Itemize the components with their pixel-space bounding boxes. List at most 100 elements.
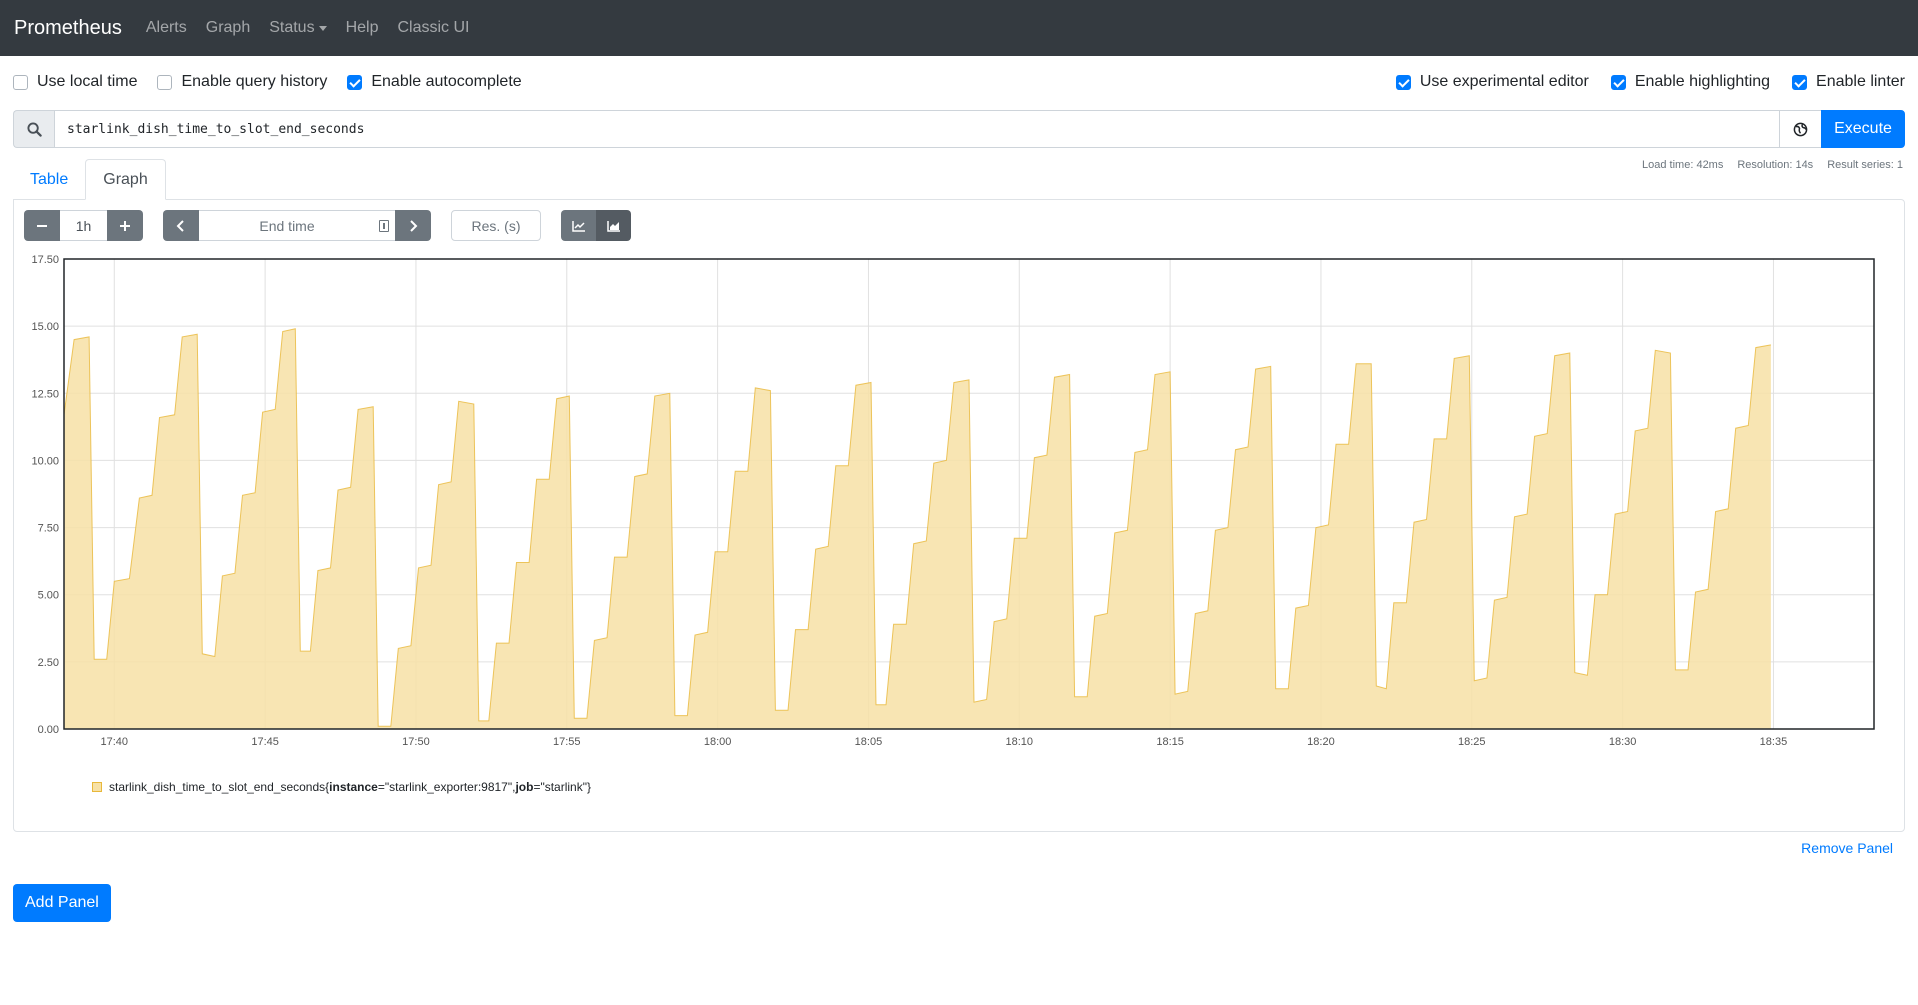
use-experimental-editor-checkbox[interactable] <box>1395 74 1411 90</box>
y-axis-tick-labels: 0.00 2.50 5.00 7.50 10.00 12.50 15.00 17.50 <box>31 254 59 736</box>
resolution-input[interactable] <box>451 210 541 241</box>
legend-label-job-key: job <box>515 780 534 794</box>
enable-query-history-label: Enable query history <box>181 73 328 90</box>
use-experimental-editor-label: Use experimental editor <box>1419 73 1589 90</box>
nav-link-help[interactable]: Help <box>345 19 379 36</box>
legend-label-instance-key: instance <box>329 780 378 794</box>
use-local-time-option[interactable]: Use local time <box>13 73 137 91</box>
nav-link-alerts[interactable]: Alerts <box>145 19 187 36</box>
legend-swatch <box>92 782 102 792</box>
series-area <box>64 328 1771 729</box>
enable-autocomplete-checkbox[interactable] <box>347 74 363 90</box>
navbar: Prometheus Alerts Graph Status Help Clas… <box>0 0 1918 56</box>
search-icon <box>26 121 42 137</box>
y-tick-label: 12.50 <box>31 388 59 400</box>
nav-dropdown-status-label: Status <box>269 19 315 36</box>
y-tick-label: 17.50 <box>31 254 59 266</box>
x-tick-label: 18:00 <box>704 736 732 748</box>
search-addon <box>13 110 54 148</box>
enable-highlighting-label: Enable highlighting <box>1634 73 1771 90</box>
unstacked-button[interactable] <box>561 210 596 241</box>
x-tick-label: 17:45 <box>251 736 279 748</box>
previous-time-button[interactable] <box>163 210 199 241</box>
panel-tabs: Table Graph <box>13 159 1905 200</box>
stack-toggle-group <box>561 210 631 241</box>
tab-table[interactable]: Table <box>30 170 69 188</box>
use-experimental-editor-option[interactable]: Use experimental editor <box>1395 73 1589 91</box>
y-tick-label: 2.50 <box>38 657 59 669</box>
x-tick-label: 17:40 <box>101 736 129 748</box>
plus-icon <box>120 220 130 231</box>
x-tick-label: 18:15 <box>1156 736 1184 748</box>
enable-query-history-option[interactable]: Enable query history <box>157 73 327 91</box>
enable-query-history-checkbox[interactable] <box>157 74 173 90</box>
legend-metric-name: starlink_dish_time_to_slot_end_seconds <box>109 780 326 794</box>
legend-label-instance-value: ="starlink_exporter:9817", <box>377 780 516 794</box>
x-tick-label: 18:10 <box>1006 736 1034 748</box>
graph-panel: 0.00 2.50 5.00 7.50 10.00 12.50 15.00 17.50 17:… <box>13 199 1905 832</box>
stacked-button[interactable] <box>596 210 631 241</box>
query-expression-input[interactable] <box>54 110 1780 148</box>
x-axis-tick-labels: 17:40 17:45 17:50 17:55 18:00 18:05 18:10 18:15… <box>101 736 1788 748</box>
globe-icon <box>1793 122 1808 136</box>
x-tick-label: 18:30 <box>1609 736 1637 748</box>
resolution-stat: Resolution: 14s <box>1737 159 1814 171</box>
x-tick-label: 18:25 <box>1458 736 1486 748</box>
add-panel-button[interactable]: Add Panel <box>13 884 111 922</box>
use-local-time-checkbox[interactable] <box>13 74 28 90</box>
options-right: Use experimental editor Enable highlight… <box>1374 73 1905 91</box>
nav-link-graph[interactable]: Graph <box>205 19 251 36</box>
nav-dropdown-status[interactable]: Status <box>269 19 327 37</box>
brand-logo-link[interactable]: Prometheus <box>14 16 122 39</box>
line-chart-icon <box>571 220 585 232</box>
result-series-stat: Result series: 1 <box>1827 159 1903 171</box>
graph-controls <box>24 210 631 241</box>
chevron-left-icon <box>176 219 184 232</box>
chart-series <box>63 328 1771 729</box>
end-time-field <box>199 210 395 241</box>
legend-open-brace: { <box>325 780 330 794</box>
x-tick-label: 17:50 <box>402 736 430 748</box>
next-time-button[interactable] <box>395 210 431 241</box>
enable-autocomplete-option[interactable]: Enable autocomplete <box>347 73 522 91</box>
series-line <box>63 328 1771 727</box>
remove-panel-link[interactable]: Remove Panel <box>1801 840 1893 856</box>
increase-range-button[interactable] <box>107 210 143 241</box>
enable-autocomplete-label: Enable autocomplete <box>371 73 522 90</box>
enable-linter-checkbox[interactable] <box>1792 74 1808 90</box>
decrease-range-button[interactable] <box>24 210 60 241</box>
options-row: Use local time Enable query history Enab… <box>13 70 1905 94</box>
query-bar: Execute <box>13 110 1905 148</box>
caret-down-icon <box>318 25 327 31</box>
enable-highlighting-option[interactable]: Enable highlighting <box>1610 73 1771 91</box>
use-local-time-label: Use local time <box>37 73 138 90</box>
chart-legend[interactable]: starlink_dish_time_to_slot_end_seconds{i… <box>92 780 591 794</box>
minus-icon <box>37 224 47 227</box>
legend-label-job-value: ="starlink" <box>533 780 587 794</box>
area-chart-icon <box>606 220 620 232</box>
enable-linter-label: Enable linter <box>1816 73 1905 90</box>
x-tick-label: 18:35 <box>1760 736 1788 748</box>
nav-link-classic-ui[interactable]: Classic UI <box>397 19 470 36</box>
y-tick-label: 10.00 <box>31 455 59 467</box>
y-tick-label: 7.50 <box>38 523 59 535</box>
metrics-explorer-button[interactable] <box>1780 110 1821 148</box>
range-input[interactable] <box>60 210 107 241</box>
x-tick-label: 18:20 <box>1307 736 1335 748</box>
options-left: Use local time Enable query history Enab… <box>13 73 542 91</box>
execute-button[interactable]: Execute <box>1821 110 1905 148</box>
enable-linter-option[interactable]: Enable linter <box>1792 73 1905 91</box>
y-tick-label: 15.00 <box>31 321 59 333</box>
legend-close-brace: } <box>587 780 592 794</box>
y-tick-label: 0.00 <box>38 724 59 736</box>
time-series-chart[interactable]: 0.00 2.50 5.00 7.50 10.00 12.50 15.00 17.50 17:… <box>14 200 1904 770</box>
enable-highlighting-checkbox[interactable] <box>1610 74 1626 90</box>
load-time-stat: Load time: 42ms <box>1642 159 1724 171</box>
chevron-right-icon <box>410 219 418 232</box>
tab-graph[interactable]: Graph <box>85 159 166 200</box>
chart-frame <box>63 258 1875 730</box>
end-time-input[interactable] <box>199 211 395 240</box>
calendar-icon[interactable] <box>379 220 389 232</box>
query-stats: Load time: 42ms Resolution: 14s Result s… <box>1642 159 1903 171</box>
x-tick-label: 17:55 <box>553 736 581 748</box>
